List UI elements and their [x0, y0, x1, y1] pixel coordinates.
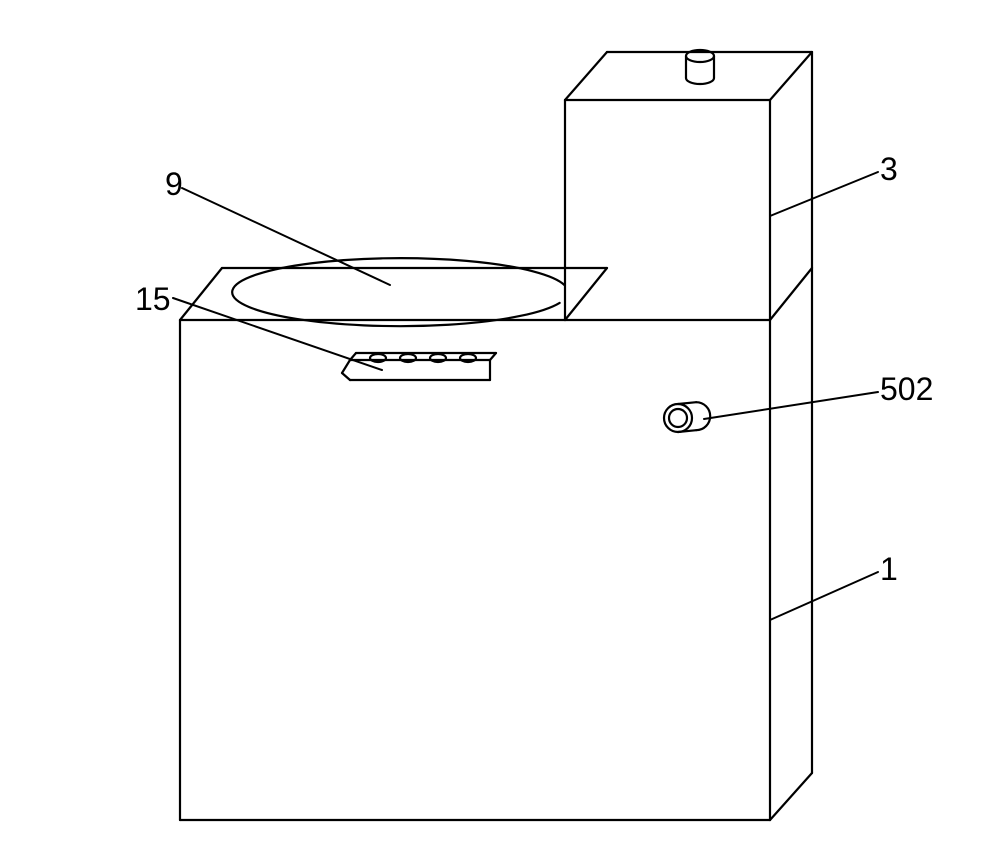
label-1: 1 [880, 551, 898, 587]
drawing-group [180, 50, 812, 820]
labels-group: 9 15 3 502 1 [135, 151, 933, 620]
label-15: 15 [135, 281, 171, 317]
patent-diagram: 9 15 3 502 1 [0, 0, 1000, 852]
label-9: 9 [165, 166, 183, 202]
label-3: 3 [880, 151, 898, 187]
label-502: 502 [880, 371, 933, 407]
